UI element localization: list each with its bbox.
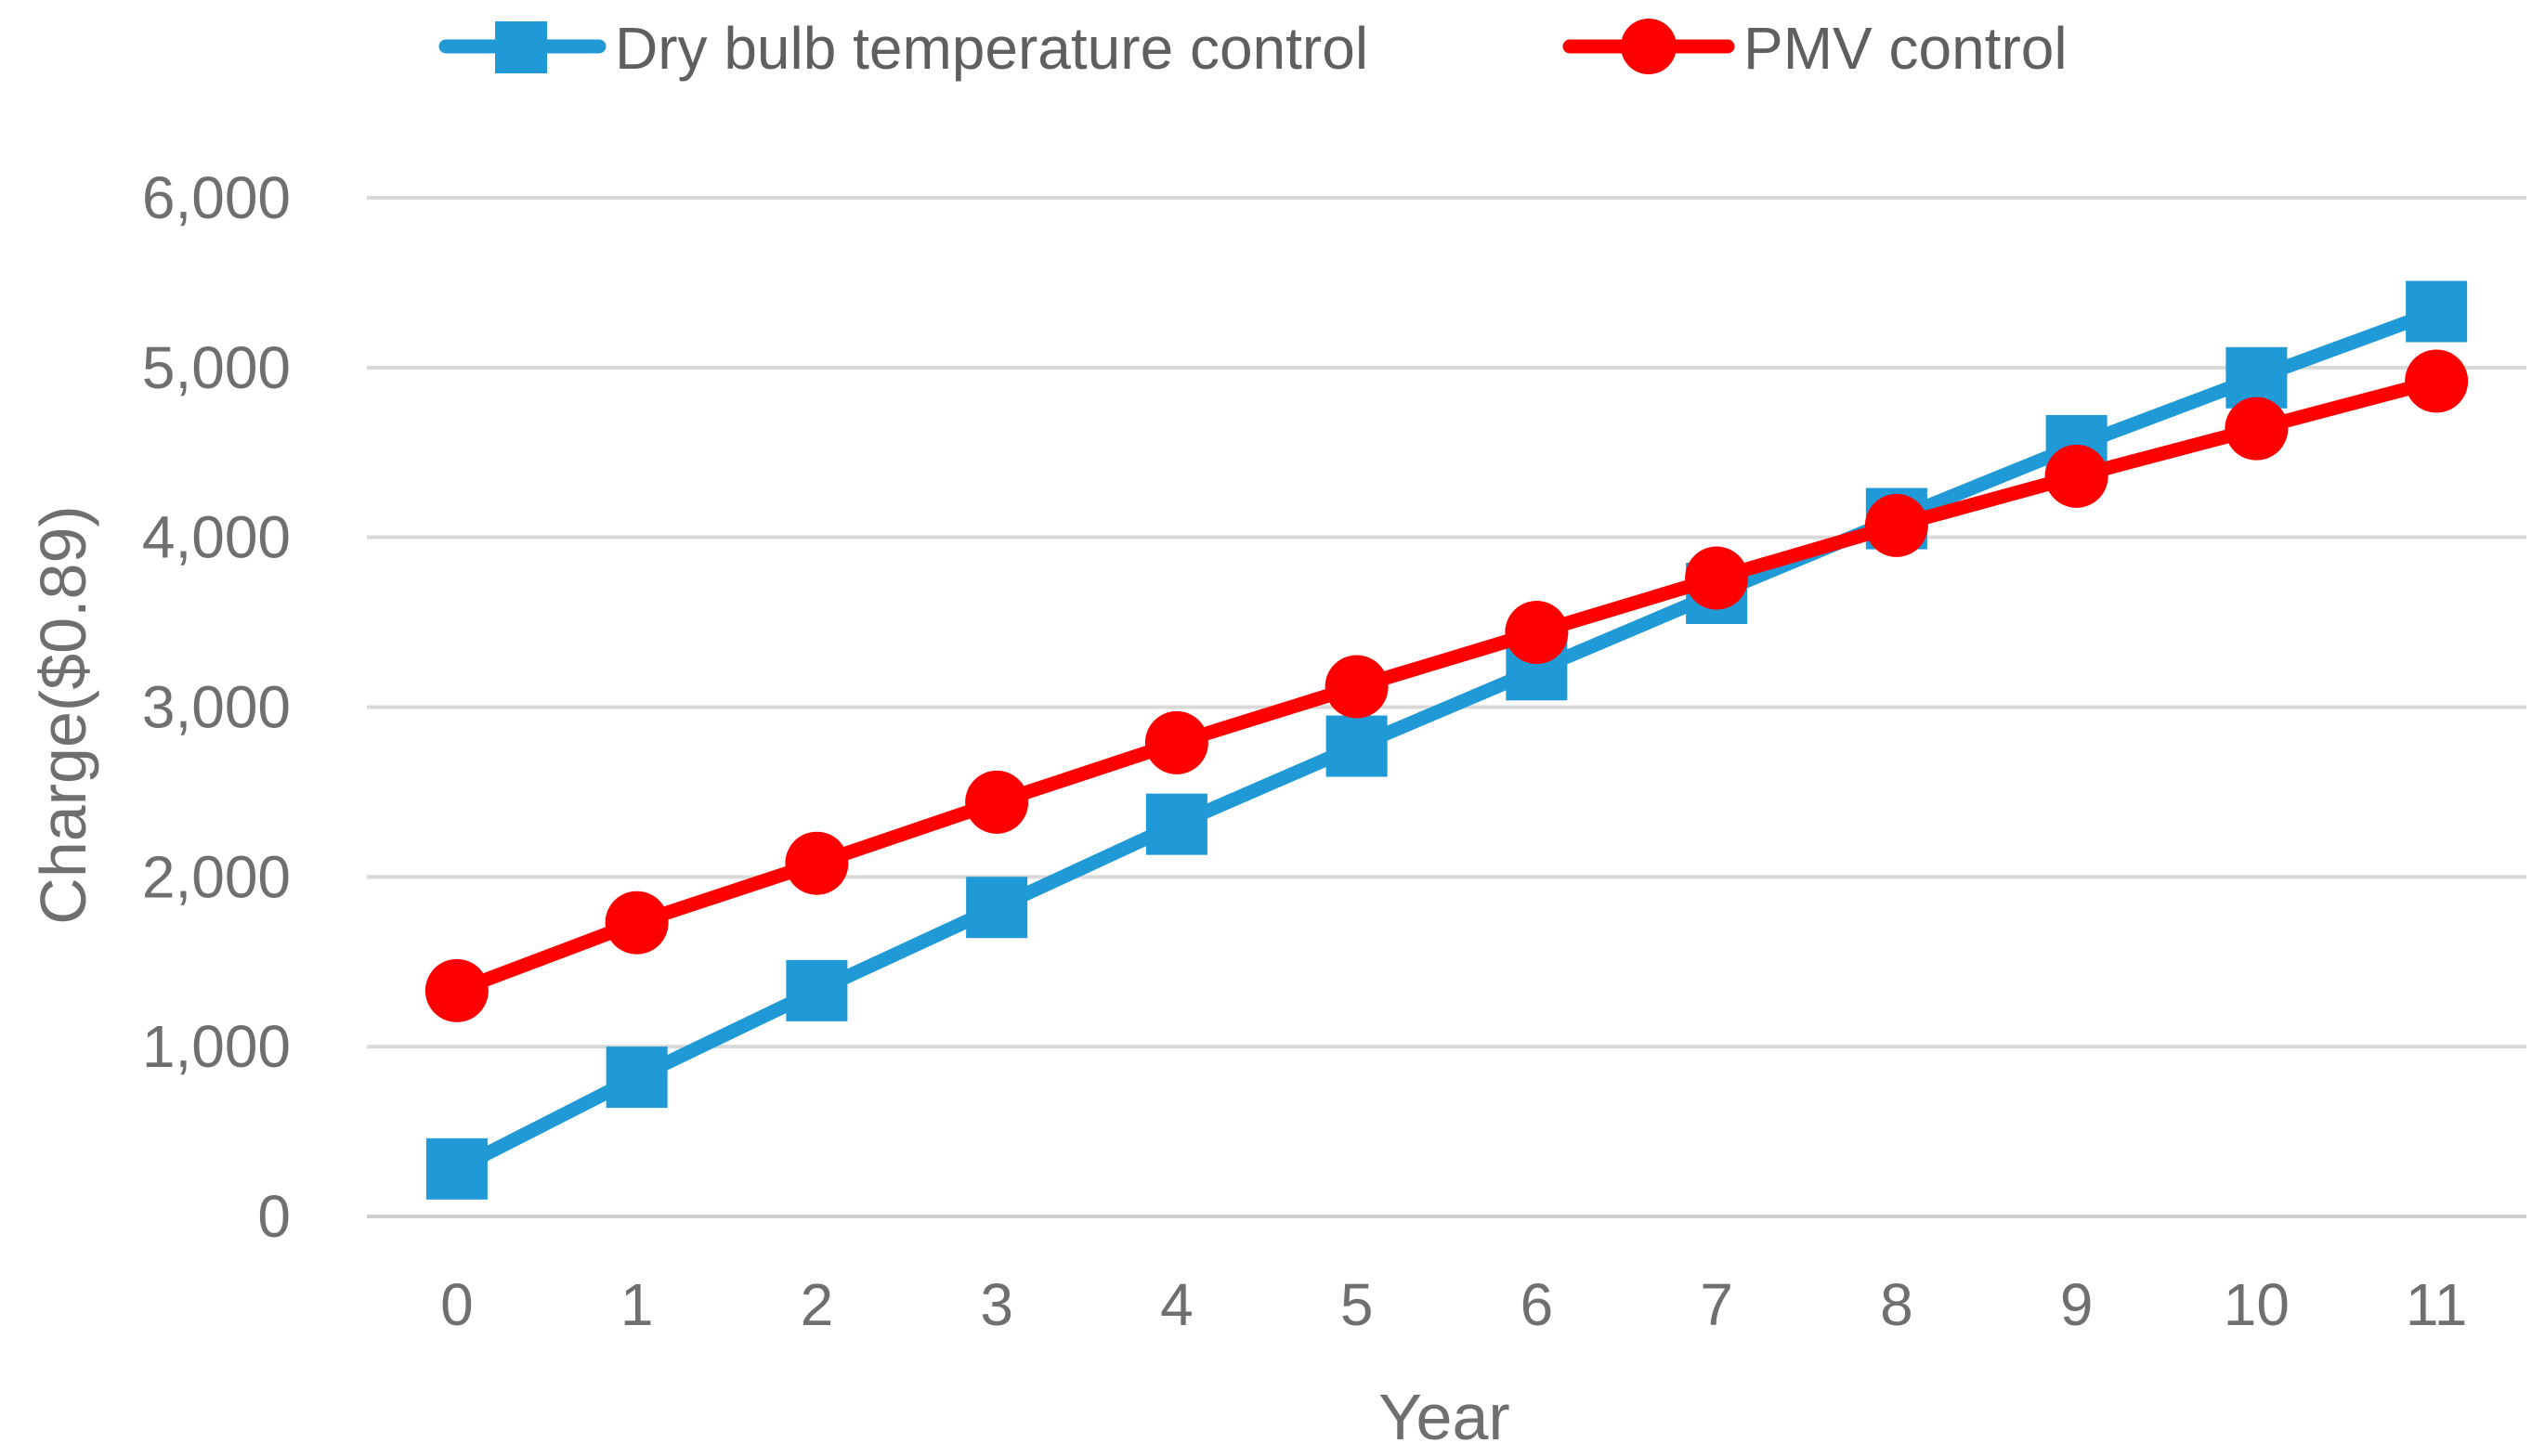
x-tick-label: 2	[801, 1271, 834, 1338]
y-tick-label: 0	[257, 1183, 291, 1250]
pmv-point	[785, 831, 849, 895]
dry-bulb-point	[786, 959, 848, 1021]
series-dry-bulb	[425, 280, 2468, 1200]
gridlines	[367, 196, 2526, 1049]
pmv-point	[2044, 444, 2108, 508]
y-tick-label: 3,000	[142, 674, 291, 741]
x-tick-label: 10	[2224, 1271, 2290, 1338]
dry-bulb-point	[966, 877, 1028, 939]
legend-item-dry-bulb: Dry bulb temperature control	[438, 15, 1368, 82]
dry-bulb-point	[1325, 715, 1388, 777]
x-tick-label: 9	[2060, 1271, 2094, 1338]
pmv-point	[1505, 601, 1569, 665]
pmv-point	[1325, 655, 1389, 719]
y-tick-label: 6,000	[142, 164, 291, 231]
pmv-point	[424, 958, 489, 1022]
x-tick-label: 0	[440, 1271, 474, 1338]
pmv-point	[1864, 493, 1928, 557]
y-tick-label: 5,000	[142, 334, 291, 401]
pmv-point	[2225, 396, 2289, 461]
pmv-point	[605, 890, 669, 955]
x-tick-label: 11	[2406, 1271, 2467, 1338]
legend-label-pmv: PMV control	[1743, 15, 2068, 82]
x-tick-label: 1	[620, 1271, 654, 1338]
x-tick-label: 3	[980, 1271, 1013, 1338]
legend-marker-dry-bulb	[495, 21, 547, 73]
legend-item-pmv: PMV control	[1562, 15, 2068, 82]
series-layer	[424, 280, 2469, 1200]
dry-bulb-point	[606, 1046, 668, 1109]
x-tick-label: 6	[1520, 1271, 1554, 1338]
x-tick-label: 4	[1160, 1271, 1194, 1338]
y-tick-label: 2,000	[142, 843, 291, 910]
legend-label-dry-bulb: Dry bulb temperature control	[615, 15, 1368, 82]
x-tick-label: 8	[1880, 1271, 1913, 1338]
pmv-point	[1685, 546, 1749, 610]
legend: Dry bulb temperature control PMV control	[438, 15, 2068, 82]
dry-bulb-point	[1145, 793, 1207, 855]
pmv-line	[450, 373, 2444, 998]
pmv-point	[965, 770, 1029, 834]
dry-bulb-point	[425, 1138, 488, 1200]
tick-labels: 0 1,000 2,000 3,000 4,000 5,000 6,000 0 1 2 3 4 5 6 7 8…	[142, 164, 2468, 1338]
x-tick-label: 7	[1700, 1271, 1733, 1338]
pmv-point	[1144, 710, 1208, 774]
dry-bulb-line	[450, 304, 2444, 1176]
legend-marker-pmv	[1621, 19, 1677, 74]
y-tick-label: 1,000	[142, 1013, 291, 1080]
y-tick-label: 4,000	[142, 504, 291, 571]
series-pmv	[424, 349, 2469, 1022]
y-axis-title: Charge($0.89)	[27, 505, 99, 924]
x-tick-label: 5	[1340, 1271, 1374, 1338]
dry-bulb-point	[2406, 280, 2468, 343]
x-axis-title: Year	[1378, 1381, 1509, 1453]
pmv-point	[2405, 349, 2469, 413]
